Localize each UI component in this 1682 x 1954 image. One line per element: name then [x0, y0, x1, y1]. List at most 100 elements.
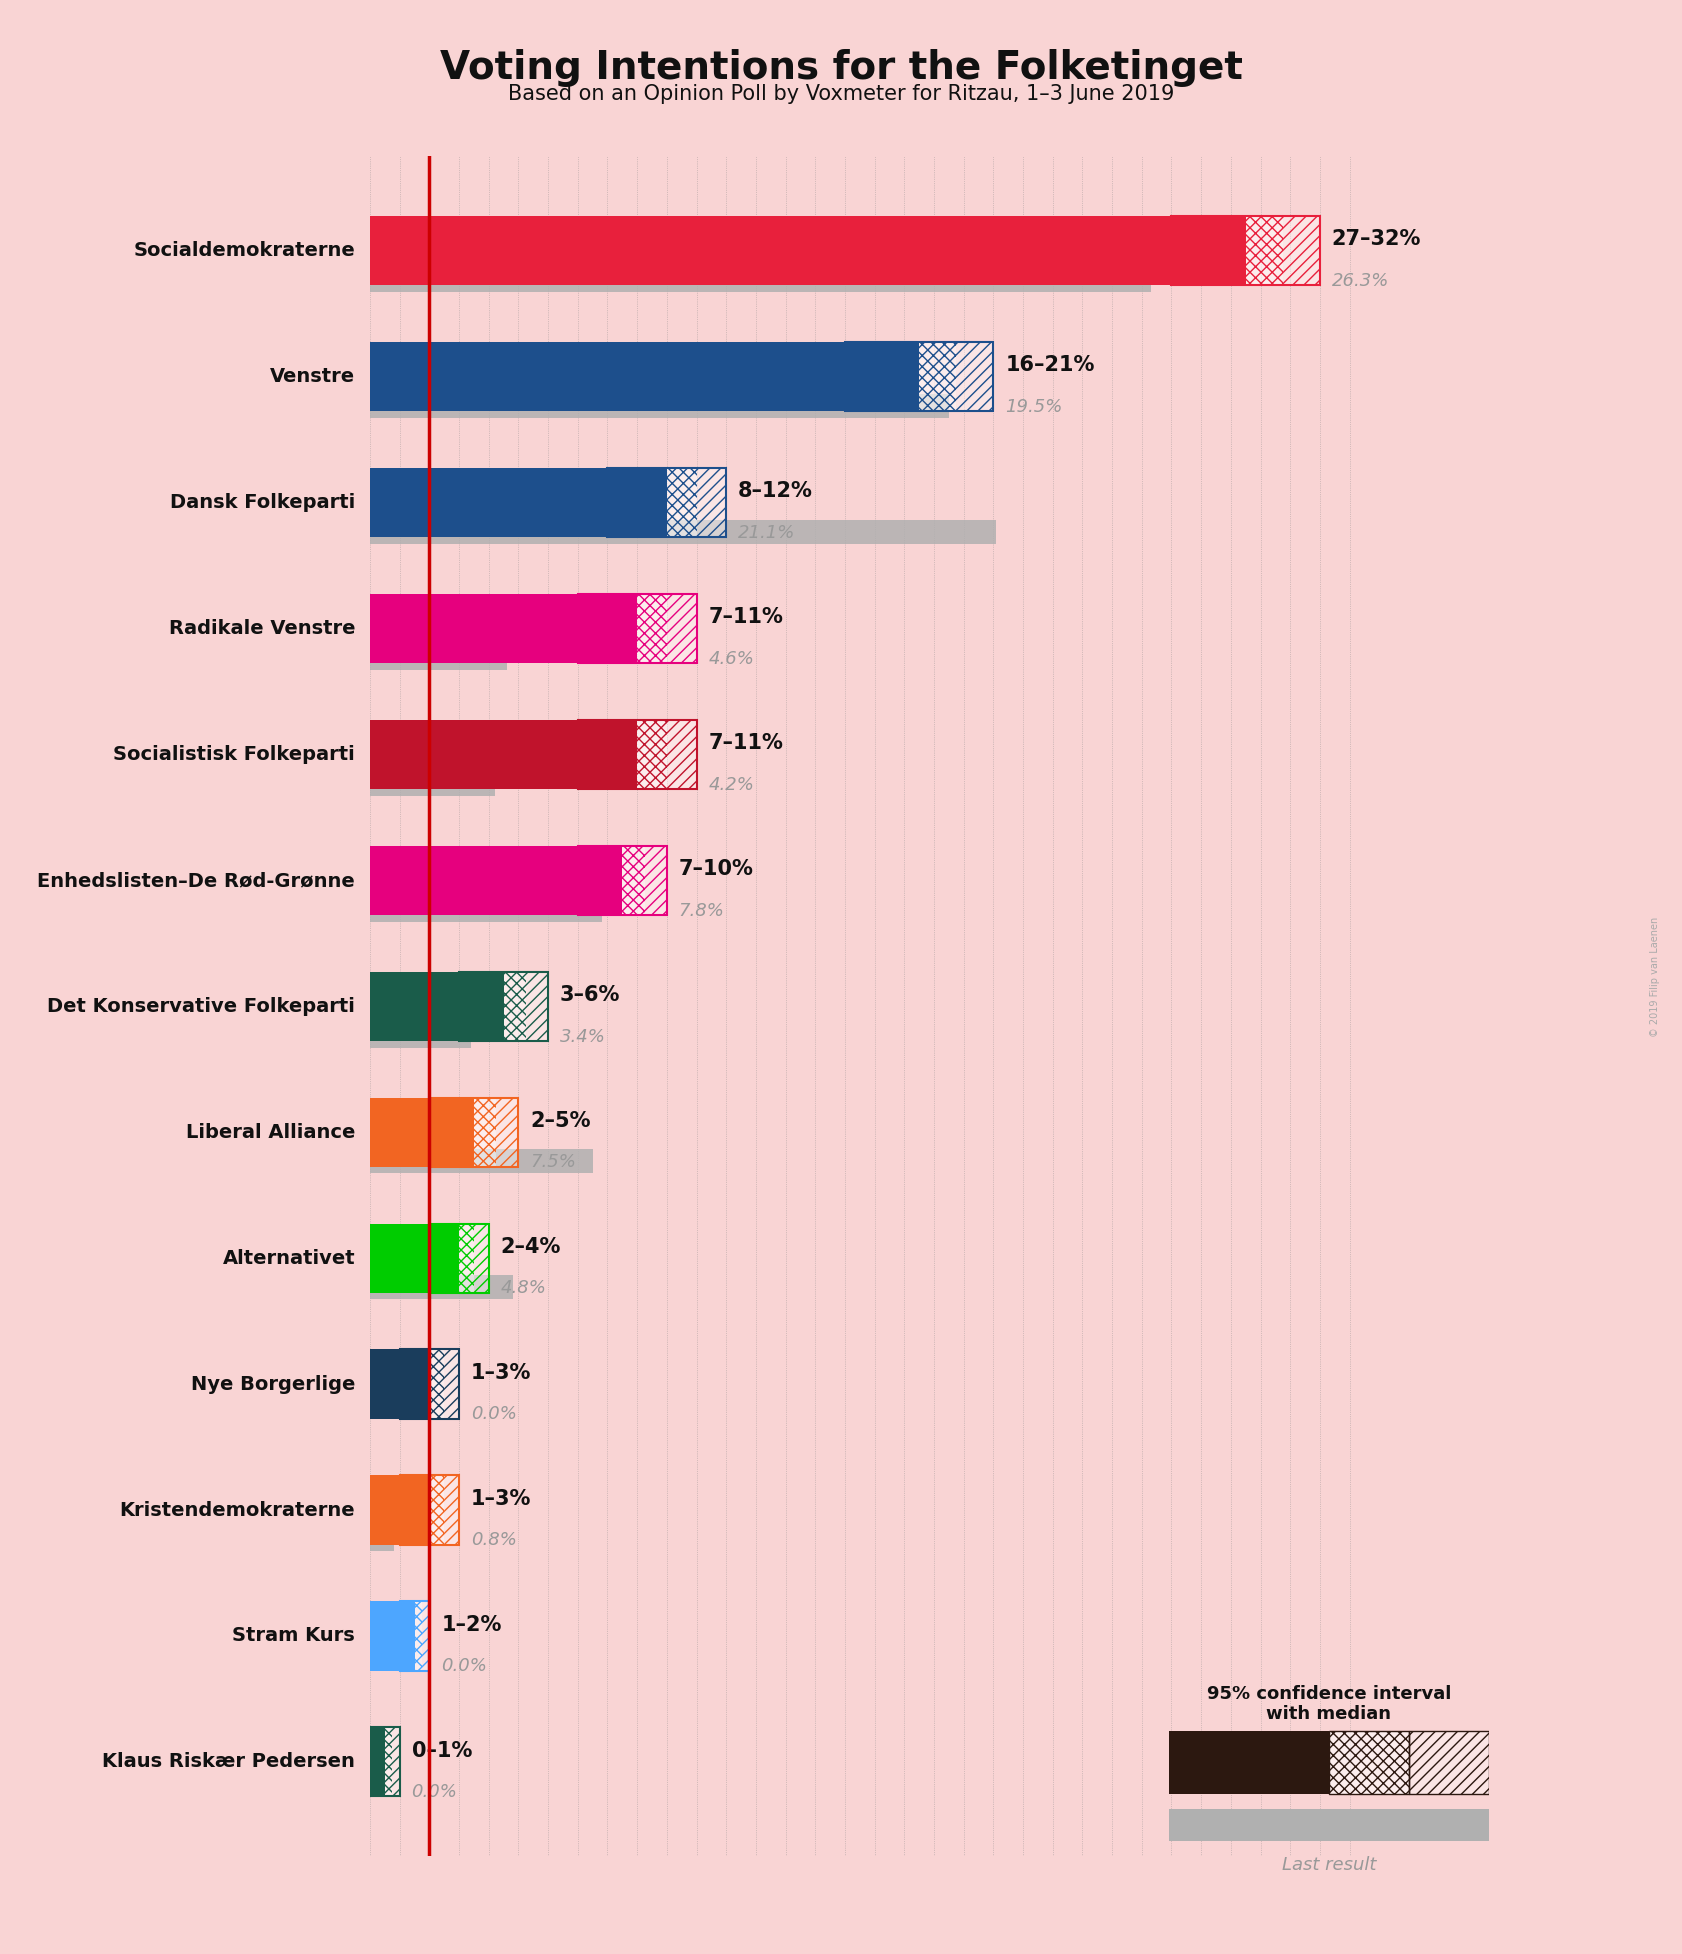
Bar: [392, 1727, 400, 1796]
Bar: [1283, 217, 1320, 285]
Text: Nye Borgerlige: Nye Borgerlige: [190, 1374, 355, 1393]
Bar: [370, 1223, 459, 1294]
Bar: [696, 469, 727, 537]
Bar: [496, 1098, 518, 1167]
Text: Klaus Riskær Pedersen: Klaus Riskær Pedersen: [103, 1753, 355, 1772]
Bar: [400, 1475, 459, 1544]
Bar: [503, 971, 526, 1041]
Text: 3–6%: 3–6%: [560, 985, 621, 1004]
Text: Radikale Venstre: Radikale Venstre: [168, 619, 355, 639]
Bar: [1329, 1731, 1408, 1794]
Bar: [666, 594, 696, 662]
Text: Liberal Alliance: Liberal Alliance: [185, 1124, 355, 1141]
Text: Socialistisk Folkeparti: Socialistisk Folkeparti: [113, 744, 355, 764]
Bar: [370, 1602, 414, 1671]
Bar: [370, 469, 666, 537]
Bar: [392, 1727, 400, 1796]
Bar: [370, 520, 996, 543]
Bar: [666, 469, 696, 537]
Bar: [400, 1350, 459, 1419]
Text: Dansk Folkeparti: Dansk Folkeparti: [170, 492, 355, 512]
Bar: [370, 393, 949, 418]
Bar: [370, 342, 918, 412]
Bar: [385, 1727, 392, 1796]
Text: Socialdemokraterne: Socialdemokraterne: [133, 240, 355, 260]
Bar: [526, 971, 548, 1041]
Bar: [637, 594, 666, 662]
Bar: [429, 1098, 518, 1167]
Text: 0–1%: 0–1%: [412, 1741, 473, 1761]
Bar: [1408, 1731, 1489, 1794]
Bar: [666, 719, 696, 789]
Bar: [370, 1024, 471, 1047]
Bar: [370, 897, 602, 922]
Bar: [622, 846, 644, 914]
Text: 4.2%: 4.2%: [708, 776, 754, 793]
Bar: [666, 594, 696, 662]
Bar: [666, 719, 696, 789]
Bar: [370, 1727, 400, 1796]
Text: Last result: Last result: [1282, 1856, 1376, 1874]
Text: 1–2%: 1–2%: [441, 1614, 501, 1635]
Bar: [370, 1475, 429, 1544]
Bar: [414, 1602, 422, 1671]
Bar: [579, 594, 696, 662]
Bar: [370, 1149, 592, 1174]
Bar: [579, 719, 696, 789]
Bar: [918, 342, 957, 412]
Bar: [422, 1602, 429, 1671]
Text: 0.0%: 0.0%: [471, 1405, 516, 1423]
Bar: [429, 1223, 489, 1294]
Text: Based on an Opinion Poll by Voxmeter for Ritzau, 1–3 June 2019: Based on an Opinion Poll by Voxmeter for…: [508, 84, 1174, 104]
Text: Stram Kurs: Stram Kurs: [232, 1626, 355, 1645]
Bar: [400, 1602, 429, 1671]
Text: 27–32%: 27–32%: [1332, 229, 1421, 250]
Bar: [444, 1350, 459, 1419]
Bar: [666, 469, 696, 537]
Bar: [1246, 217, 1283, 285]
Text: 2–5%: 2–5%: [530, 1112, 590, 1131]
Text: 0.8%: 0.8%: [471, 1532, 516, 1550]
Text: 0.0%: 0.0%: [412, 1784, 458, 1802]
Text: 95% confidence interval
with median: 95% confidence interval with median: [1206, 1684, 1452, 1723]
Bar: [370, 217, 1246, 285]
Text: 21.1%: 21.1%: [738, 524, 796, 541]
Text: 1–3%: 1–3%: [471, 1489, 532, 1508]
Text: 7–10%: 7–10%: [680, 860, 754, 879]
Bar: [370, 1276, 513, 1299]
Bar: [526, 971, 548, 1041]
Bar: [370, 971, 503, 1041]
Bar: [370, 594, 637, 662]
Text: 7.5%: 7.5%: [530, 1153, 577, 1172]
Bar: [370, 1098, 474, 1167]
Bar: [474, 1098, 496, 1167]
Text: 2–4%: 2–4%: [501, 1237, 562, 1256]
Bar: [459, 1223, 474, 1294]
Bar: [607, 469, 727, 537]
Bar: [429, 1350, 444, 1419]
Bar: [459, 1223, 474, 1294]
Bar: [444, 1475, 459, 1544]
Bar: [474, 1223, 489, 1294]
Text: 16–21%: 16–21%: [1006, 356, 1095, 375]
Bar: [637, 719, 666, 789]
Bar: [696, 469, 727, 537]
Bar: [637, 594, 666, 662]
Text: 7.8%: 7.8%: [680, 901, 725, 920]
Bar: [444, 1475, 459, 1544]
Bar: [918, 342, 957, 412]
Text: Enhedslisten–De Rød-Grønne: Enhedslisten–De Rød-Grønne: [37, 871, 355, 889]
Bar: [474, 1223, 489, 1294]
Text: 1–3%: 1–3%: [471, 1362, 532, 1383]
Bar: [844, 342, 994, 412]
Bar: [1329, 1731, 1408, 1794]
Bar: [1169, 1809, 1489, 1841]
Bar: [503, 971, 526, 1041]
Bar: [1171, 217, 1320, 285]
Bar: [496, 1098, 518, 1167]
Bar: [370, 1727, 385, 1796]
Bar: [579, 846, 666, 914]
Bar: [637, 719, 666, 789]
Text: 8–12%: 8–12%: [738, 481, 812, 502]
Bar: [414, 1602, 422, 1671]
